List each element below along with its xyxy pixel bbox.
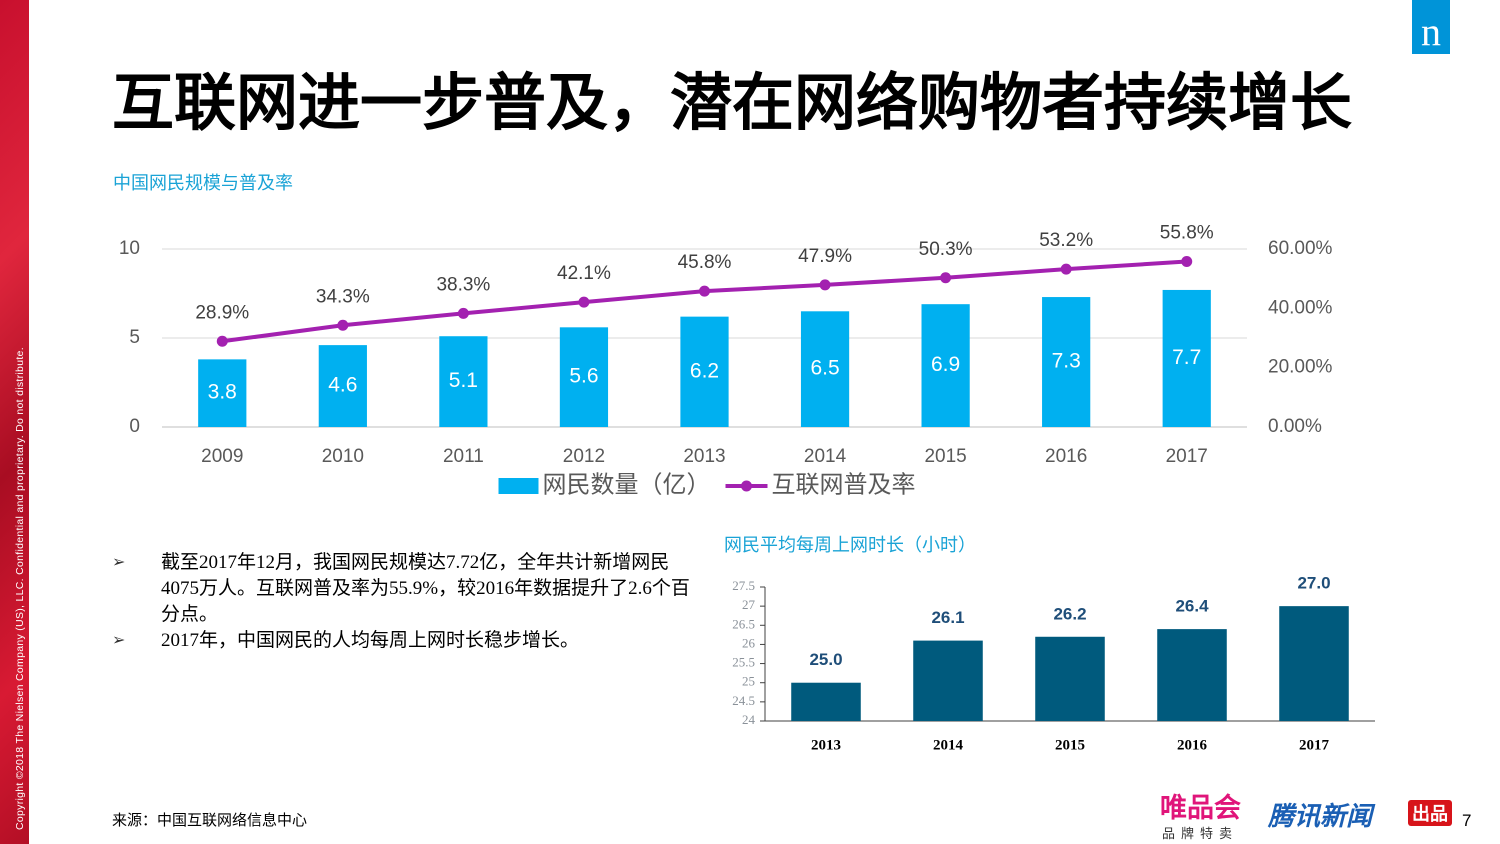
data-label: 53.2% [1039, 230, 1093, 251]
data-label: 34.3% [316, 286, 370, 307]
y-tick-label: 0 [129, 416, 140, 437]
line-point [940, 272, 952, 284]
bullet: 2017年，中国网民的人均每周上网时长稳步增长。 [112, 628, 702, 654]
data-label: 55.8% [1160, 222, 1214, 243]
line-point [1181, 255, 1193, 267]
bar [913, 640, 983, 721]
x-tick-label: 2013 [683, 446, 725, 467]
bar [800, 311, 850, 427]
data-label: 45.8% [678, 252, 732, 273]
y-tick-label: 24 [742, 712, 756, 727]
data-label: 28.9% [195, 302, 249, 323]
bar [1279, 606, 1349, 721]
x-tick-label: 2014 [933, 737, 964, 753]
bar [439, 336, 488, 427]
bar [1035, 636, 1105, 721]
y-tick-label: 10 [119, 238, 140, 259]
data-label: 25.0 [809, 650, 842, 669]
page-number: 7 [1462, 811, 1472, 830]
y-tick-label: 25 [742, 674, 755, 689]
y-tick-label: 5 [129, 327, 140, 348]
x-tick-label: 2016 [1177, 737, 1208, 753]
x-tick-label: 2013 [811, 737, 841, 753]
brand-logo: 腾讯新闻 [1268, 801, 1373, 831]
chart-title: 网民平均每周上网时长（小时） [724, 535, 976, 555]
y2-tick-label: 20.00% [1268, 357, 1333, 378]
data-label: 47.9% [798, 246, 852, 267]
data-label: 42.1% [557, 263, 611, 284]
data-label: 26.1 [931, 608, 964, 627]
y-tick-label: 27.5 [732, 578, 755, 593]
legend-label: 互联网普及率 [772, 471, 916, 498]
x-tick-label: 2014 [804, 446, 847, 467]
y-tick-label: 24.5 [732, 693, 755, 708]
brand-logo: 唯品会 [1160, 793, 1241, 823]
bar [559, 327, 609, 427]
line-point [819, 279, 831, 291]
line-point [1060, 263, 1072, 275]
bar [1162, 289, 1211, 427]
x-tick-label: 2015 [1055, 737, 1085, 753]
y-tick-label: 25.5 [732, 655, 755, 670]
data-label: 38.3% [436, 274, 490, 295]
logo: n [1412, 0, 1450, 54]
y-tick-label: 26 [742, 635, 756, 650]
chart-title: 中国网民规模与普及率 [113, 173, 293, 193]
bullet: 截至2017年12月，我国网民规模达7.72亿，全年共计新增网民4075万人。互… [112, 550, 702, 628]
side-stripe [0, 0, 29, 844]
x-tick-label: 2015 [924, 446, 966, 467]
data-label: 5.1 [449, 369, 478, 392]
y2-tick-label: 0.00% [1268, 416, 1322, 437]
x-tick-label: 2017 [1299, 737, 1330, 753]
data-label: 6.5 [810, 357, 839, 380]
x-tick-label: 2011 [443, 446, 484, 467]
legend-swatch [741, 480, 752, 492]
data-label: 26.2 [1053, 604, 1086, 623]
data-label: 7.7 [1172, 346, 1201, 369]
x-tick-label: 2010 [322, 446, 364, 467]
line-point [578, 296, 590, 308]
y-tick-label: 26.5 [732, 616, 755, 631]
x-tick-label: 2016 [1045, 446, 1087, 467]
line-point [457, 307, 469, 319]
data-label: 50.3% [919, 239, 973, 260]
bar [198, 359, 247, 427]
line-point [699, 285, 710, 297]
bar [318, 345, 367, 427]
line-point [216, 335, 228, 347]
data-label: 4.6 [328, 374, 357, 397]
bullet-list: 截至2017年12月，我国网民规模达7.72亿，全年共计新增网民4075万人。互… [112, 550, 702, 654]
legend-label: 网民数量（亿） [543, 471, 711, 498]
bar [921, 304, 970, 427]
data-label: 26.4 [1175, 597, 1209, 616]
bar [1157, 629, 1227, 721]
data-label: 6.9 [931, 353, 960, 376]
data-label: 7.3 [1052, 350, 1081, 373]
data-label: 6.2 [690, 359, 719, 382]
source: 来源：中国互联网络信息中心 [112, 812, 308, 829]
x-tick-label: 2012 [563, 446, 605, 467]
y2-tick-label: 40.00% [1268, 297, 1333, 318]
brand-tag: 出品 [1408, 800, 1452, 826]
data-label: 3.8 [208, 381, 237, 404]
legend-swatch [498, 478, 539, 494]
slide-title: 互联网进一步普及，潜在网络购物者持续增长 [112, 66, 1353, 139]
bar [1042, 297, 1091, 427]
bar [680, 316, 729, 427]
bar [791, 682, 861, 721]
data-label: 5.6 [569, 365, 598, 388]
line-point [337, 319, 349, 331]
x-tick-label: 2017 [1166, 446, 1208, 467]
y-tick-label: 27 [742, 597, 756, 612]
data-label: 27.0 [1297, 574, 1330, 593]
y2-tick-label: 60.00% [1268, 238, 1333, 259]
x-tick-label: 2009 [201, 446, 243, 467]
brand-tagline: 品牌特卖 [1162, 826, 1239, 841]
